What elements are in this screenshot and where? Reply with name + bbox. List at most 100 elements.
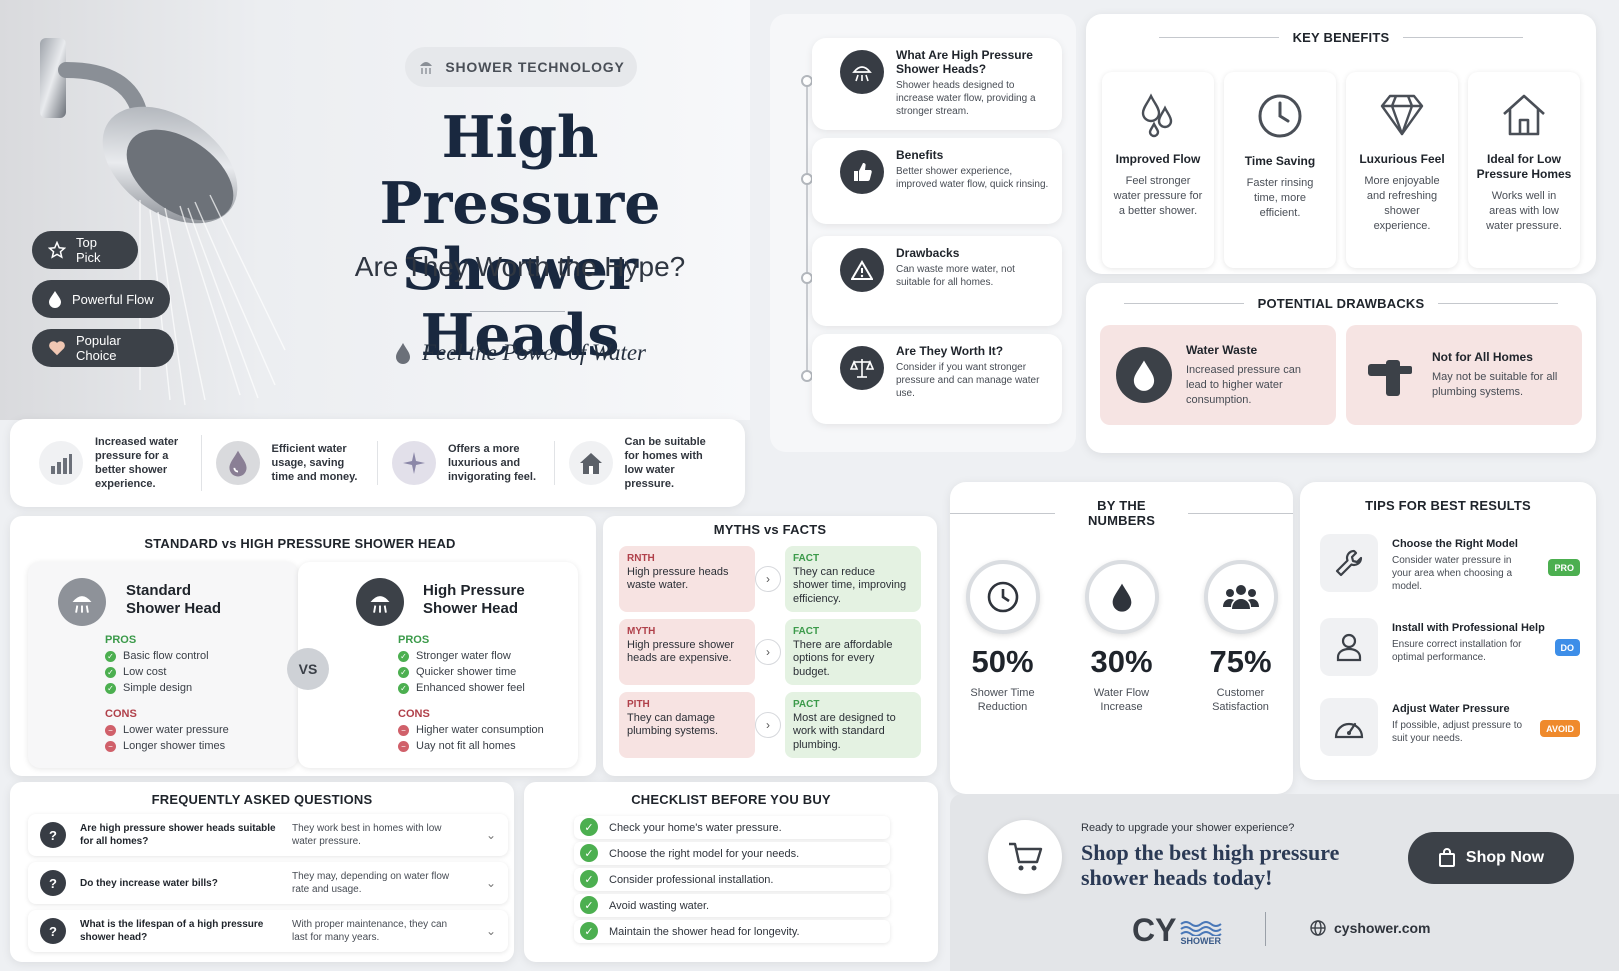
stat-label: Customer Satisfaction [1212, 686, 1269, 714]
faq-answer: With proper maintenance, they can last f… [292, 919, 448, 943]
tip-badge: DO [1554, 639, 1580, 656]
checklist-item[interactable]: Avoid wasting water. [574, 894, 890, 917]
shop-now-button[interactable]: Shop Now [1408, 832, 1574, 884]
faq-item[interactable]: ? Do they increase water bills? They may… [28, 862, 508, 904]
page-subtitle: Are They Worth the Hype? [354, 251, 686, 282]
bar-chart-icon [39, 441, 83, 485]
timeline-item[interactable]: Are They Worth It? Consider if you want s… [812, 334, 1062, 424]
item-text: Uay not fit all homes [416, 740, 516, 752]
chevron-down-icon[interactable]: ⌄ [485, 924, 496, 938]
benefit-card: Improved Flow Feel stronger water pressu… [1102, 72, 1214, 268]
drops-icon [1102, 92, 1214, 138]
person-icon [1320, 618, 1378, 676]
cons-label: CONS [398, 708, 430, 720]
item-text: Enhanced shower feel [416, 682, 525, 694]
tip-text: Consider water pressure in your area whe… [1392, 555, 1513, 592]
faq-question: Are high pressure shower heads suitable … [80, 823, 276, 847]
scale-icon [840, 346, 884, 390]
checklist-item[interactable]: Check your home's water pressure. [574, 816, 890, 839]
title-line: Shower Head [126, 600, 222, 617]
drawback-text: May not be suitable for all plumbing sys… [1432, 371, 1558, 398]
list-item: − Lower water pressure [105, 724, 229, 736]
benefit-text: Works well in areas with low water press… [1486, 190, 1562, 232]
tip-title: Install with Professional Help [1392, 622, 1545, 634]
myth-text: High pressure heads waste water. [627, 565, 729, 592]
timeline-title: Drawbacks [896, 246, 960, 260]
pill-powerful-flow[interactable]: Powerful Flow [32, 280, 170, 318]
warning-icon [840, 248, 884, 292]
wrench-icon [1320, 534, 1378, 592]
check-icon: ✓ [580, 870, 598, 888]
drop-icon [48, 290, 62, 308]
button-label: Shop Now [1465, 849, 1545, 866]
timeline-text: Better shower experience, improved water… [896, 166, 1049, 190]
label-line: Shower Time [970, 687, 1035, 699]
wave-icon [1180, 921, 1223, 936]
section-title: STANDARD vs HIGH PRESSURE SHOWER HEAD [144, 536, 456, 551]
shower-icon [840, 50, 884, 94]
timeline-title: Benefits [896, 148, 944, 162]
checklist-item[interactable]: Choose the right model for your needs. [574, 842, 890, 865]
pill-top-pick[interactable]: Top Pick [32, 231, 138, 269]
timeline-item[interactable]: Benefits Better shower experience, improv… [812, 138, 1062, 224]
star-icon [48, 241, 66, 259]
check-icon: ✓ [398, 682, 409, 694]
standard-card: Standard Shower Head PROS ✓ Basic flow con… [28, 562, 298, 768]
arrow-right-icon: › [755, 566, 781, 592]
thumbs-up-icon [840, 150, 884, 194]
logo-subtext: SHOWER [1180, 936, 1221, 946]
tip-title: Choose the Right Model [1392, 538, 1518, 550]
label-line: Increase [1100, 701, 1143, 713]
timeline-item[interactable]: What Are High Pressure Shower Heads? Show… [812, 38, 1062, 130]
drawbacks-panel: POTENTIAL DRAWBACKS Water Waste Increased… [1086, 283, 1596, 453]
feature-text: Offers a more luxurious and invigorating… [448, 443, 537, 483]
shop-banner: Ready to upgrade your shower experience?… [950, 794, 1619, 971]
chevron-down-icon[interactable]: ⌄ [485, 828, 496, 842]
item-text: Consider professional installation. [609, 873, 774, 886]
timeline-text: Consider if you want stronger pressure a… [896, 362, 1040, 399]
drawback-card: Water Waste Increased pressure can lead t… [1100, 325, 1336, 425]
fact-card: FACT They can reduce shower time, improvi… [785, 546, 921, 612]
website-link[interactable]: cyshower.com [1310, 920, 1431, 936]
high-pressure-card: High Pressure Shower Head PROS ✓ Stronger … [298, 562, 578, 768]
section-title: BY THE NUMBERS [950, 498, 1293, 528]
benefit-card: Ideal for Low Pressure Homes Works well … [1468, 72, 1580, 268]
drawback-title: Not for All Homes [1432, 350, 1533, 364]
myth-text: High pressure shower heads are expensive… [627, 638, 734, 665]
check-icon: ✓ [105, 650, 116, 662]
faq-item[interactable]: ? What is the lifespan of a high pressur… [28, 910, 508, 952]
divider [1265, 912, 1266, 946]
globe-icon [1310, 920, 1326, 936]
pill-popular-choice[interactable]: Popular Choice [32, 329, 174, 367]
list-item: − Uay not fit all homes [398, 740, 544, 752]
chevron-down-icon[interactable]: ⌄ [485, 876, 496, 890]
check-icon: ✓ [398, 666, 409, 678]
faq-question: What is the lifespan of a high pressure … [80, 919, 264, 943]
timeline-item[interactable]: Drawbacks Can waste more water, not suita… [812, 236, 1062, 326]
drawback-card: Not for All Homes May not be suitable for… [1346, 325, 1582, 425]
fact-tag: FACT [793, 553, 820, 564]
minus-icon: − [105, 724, 116, 736]
checklist-panel: CHECKLIST BEFORE YOU BUY Check your home… [524, 782, 938, 962]
stat-item: 75% Customer Satisfaction [1188, 560, 1293, 714]
shower-icon [356, 578, 404, 626]
item-text: Maintain the shower head for longevity. [609, 925, 800, 938]
label-line: Water Flow [1093, 687, 1150, 699]
tagline-text: Feel the Power of Water [422, 340, 646, 365]
title-line-2: Shower Heads [402, 236, 638, 369]
myths-facts-panel: MYTHS vs FACTS RNTH High pressure heads w… [603, 516, 937, 776]
item-text: Basic flow control [123, 650, 209, 662]
cart-icon [988, 820, 1062, 894]
shop-headline: Shop the best high pressure shower heads… [1081, 840, 1340, 890]
list-item: ✓ Basic flow control [105, 650, 229, 662]
heart-icon [48, 340, 66, 356]
arrow-right-icon: › [755, 639, 781, 665]
section-title: POTENTIAL DRAWBACKS [1086, 296, 1596, 311]
brand-logo[interactable]: CY SHOWER [1132, 914, 1224, 946]
checklist-item[interactable]: Consider professional installation. [574, 868, 890, 891]
diamond-icon [1346, 92, 1458, 138]
faq-item[interactable]: ? Are high pressure shower heads suitabl… [28, 814, 508, 856]
minus-icon: − [398, 724, 409, 736]
checklist-item[interactable]: Maintain the shower head for longevity. [574, 920, 890, 943]
myth-tag: PITH [627, 699, 650, 710]
